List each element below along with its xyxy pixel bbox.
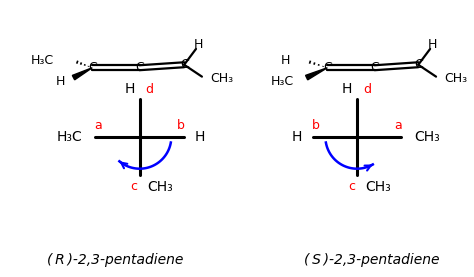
Text: b: b — [177, 119, 185, 132]
Text: CH₃: CH₃ — [444, 72, 467, 85]
Text: CH₃: CH₃ — [147, 179, 173, 194]
Text: H: H — [428, 39, 437, 52]
Text: H: H — [195, 130, 205, 144]
Text: c: c — [348, 180, 355, 193]
Text: CH₃: CH₃ — [414, 130, 440, 144]
Text: C: C — [323, 61, 332, 74]
Polygon shape — [306, 68, 328, 80]
Text: C: C — [135, 61, 144, 74]
Text: C: C — [414, 58, 423, 71]
Text: a: a — [395, 119, 402, 132]
Text: H: H — [281, 54, 290, 67]
Text: C: C — [180, 58, 189, 71]
Text: d: d — [363, 83, 371, 96]
Text: CH₃: CH₃ — [365, 179, 391, 194]
Text: b: b — [311, 119, 319, 132]
Text: a: a — [94, 119, 102, 132]
Text: ( R )-2,3-pentadiene: ( R )-2,3-pentadiene — [47, 253, 183, 267]
Text: C: C — [370, 61, 379, 74]
Text: c: c — [131, 180, 138, 193]
Text: H: H — [342, 83, 352, 96]
Text: H: H — [292, 130, 301, 144]
Text: d: d — [146, 83, 154, 96]
Text: H₃C: H₃C — [57, 130, 82, 144]
Text: H: H — [193, 39, 203, 52]
Text: H₃C: H₃C — [271, 75, 294, 88]
Text: H₃C: H₃C — [31, 54, 54, 67]
Polygon shape — [73, 68, 92, 80]
Text: H: H — [124, 83, 135, 96]
Text: C: C — [88, 61, 97, 74]
Text: ( S )-2,3-pentadiene: ( S )-2,3-pentadiene — [304, 253, 439, 267]
Text: CH₃: CH₃ — [210, 72, 233, 85]
Text: H: H — [56, 75, 65, 88]
